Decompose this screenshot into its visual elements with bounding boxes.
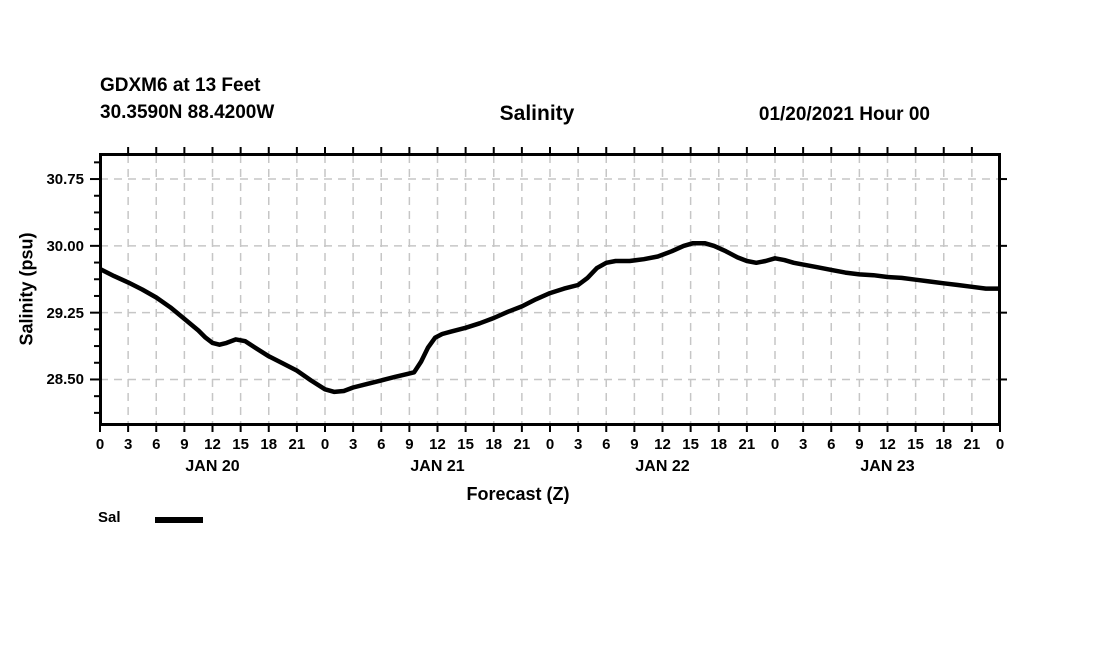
hour-tick-label: 12 [204,436,221,453]
hour-tick-label: 3 [348,436,358,453]
hour-tick-label: 0 [995,436,1005,453]
station-title: GDXM6 at 13 Feet [100,75,261,96]
y-tick-label: 30.75 [46,171,84,189]
hour-tick-label: 3 [123,436,133,453]
hour-tick-label: 9 [180,436,189,453]
hour-tick-label: 6 [152,436,161,453]
hour-tick-label: 21 [288,436,306,453]
hour-tick-label: 3 [573,436,583,453]
hour-tick-label: 6 [827,436,836,453]
chart-title: Salinity [499,102,575,125]
y-tick-label: 30.00 [46,237,84,255]
hour-tick-label: 9 [630,436,639,453]
legend-label: Sal [98,509,121,526]
y-tick-label: 28.50 [46,371,84,389]
hour-tick-label: 6 [602,436,611,453]
day-label: JAN 20 [185,458,240,475]
day-label: JAN 21 [410,458,465,475]
hour-tick-label: 12 [879,436,896,453]
legend-swatch [155,517,203,523]
hour-tick-label: 18 [710,436,728,453]
hour-tick-label: 15 [457,436,474,453]
hour-tick-label: 15 [907,436,924,453]
hour-tick-label: 6 [377,436,386,453]
hour-tick-label: 18 [260,436,278,453]
day-label: JAN 23 [860,458,915,475]
hour-tick-label: 18 [935,436,953,453]
hour-tick-label: 21 [738,436,756,453]
salinity-data-line [98,240,1000,395]
hour-tick-label: 0 [320,436,330,453]
hour-tick-label: 0 [545,436,555,453]
y-tick-label: 29.25 [46,304,84,322]
hour-tick-label: 12 [429,436,446,453]
y-axis-label: Salinity (psu) [16,232,37,346]
day-label: JAN 22 [635,458,690,475]
hour-tick-label: 21 [963,436,981,453]
hour-tick-label: 0 [770,436,780,453]
hour-tick-label: 12 [654,436,671,453]
hour-tick-label: 15 [682,436,699,453]
x-axis-label: Forecast (Z) [466,484,570,504]
hour-tick-label: 18 [485,436,503,453]
hour-tick-label: 3 [798,436,808,453]
station-coords: 30.3590N 88.4200W [100,102,275,123]
datetime-label: 01/20/2021 Hour 00 [758,104,930,125]
hour-tick-label: 15 [232,436,249,453]
hour-tick-label: 0 [95,436,105,453]
hour-tick-label: 9 [405,436,414,453]
hour-tick-label: 9 [855,436,864,453]
hour-tick-label: 21 [513,436,531,453]
